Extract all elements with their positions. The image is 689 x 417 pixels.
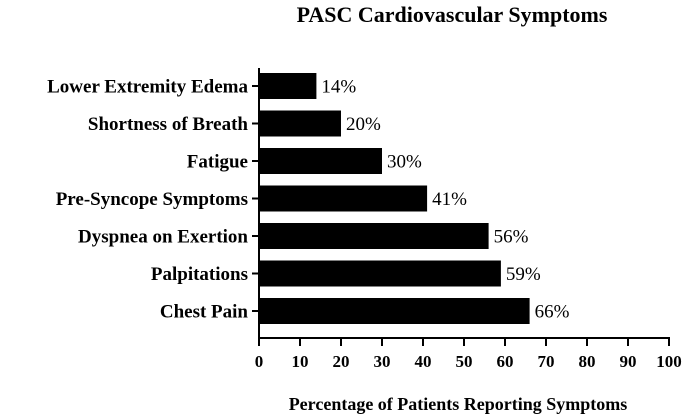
x-tick-label: 70 (538, 352, 555, 371)
x-tick-label: 0 (255, 352, 264, 371)
bar (259, 185, 428, 212)
data-label: 41% (432, 189, 467, 210)
x-tick-label: 80 (579, 352, 596, 371)
category-label: Shortness of Breath (88, 114, 249, 135)
x-tick-label: 60 (497, 352, 514, 371)
x-tick-label: 30 (374, 352, 391, 371)
category-label: Palpitations (151, 264, 248, 285)
chart-title: PASC Cardiovascular Symptoms (297, 2, 608, 27)
bar (259, 110, 341, 137)
x-tick-label: 50 (456, 352, 473, 371)
category-label: Chest Pain (160, 302, 249, 323)
data-label: 30% (387, 152, 422, 173)
data-label: 66% (535, 302, 570, 323)
bar (259, 148, 382, 174)
data-label: 59% (506, 264, 541, 285)
category-label: Lower Extremity Edema (47, 77, 248, 98)
data-label: 20% (346, 114, 381, 135)
x-axis-label: Percentage of Patients Reporting Symptom… (289, 394, 628, 414)
bar (259, 223, 489, 249)
category-label: Pre-Syncope Symptoms (56, 189, 248, 210)
category-label: Dyspnea on Exertion (78, 227, 248, 248)
bar (259, 73, 317, 99)
plot-area: 14% 20% 30% 41% 56% 59% 66% (259, 73, 570, 324)
x-tick-label: 100 (656, 352, 682, 371)
x-axis: 0 10 20 30 40 50 60 70 80 90 100 (255, 337, 682, 371)
data-label: 14% (321, 77, 356, 98)
category-label: Fatigue (187, 152, 248, 173)
data-label: 56% (494, 227, 529, 248)
bar (259, 260, 501, 287)
x-tick-label: 40 (415, 352, 432, 371)
x-tick-label: 10 (292, 352, 309, 371)
y-axis: Lower Extremity Edema Shortness of Breath… (47, 68, 260, 338)
bar (259, 298, 530, 324)
x-tick-label: 90 (620, 352, 637, 371)
x-tick-label: 20 (333, 352, 350, 371)
